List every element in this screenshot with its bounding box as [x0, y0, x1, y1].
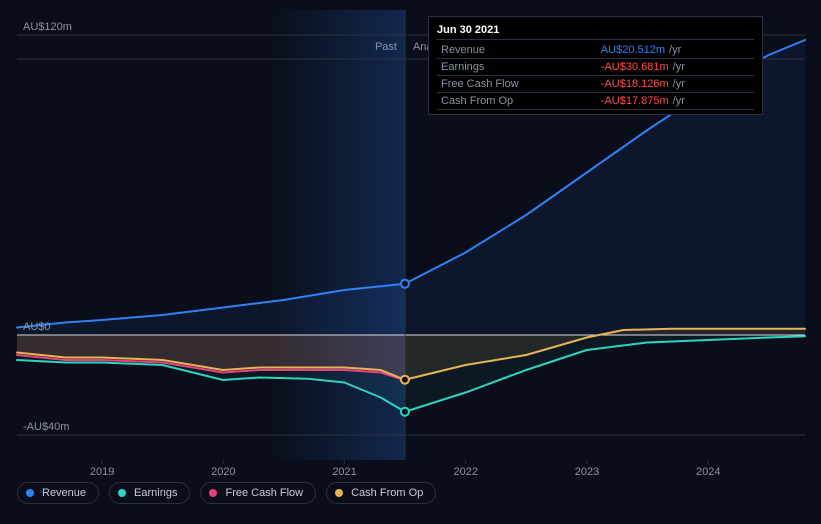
- legend-item-cfo[interactable]: Cash From Op: [326, 482, 436, 504]
- legend-item-earnings[interactable]: Earnings: [109, 482, 190, 504]
- legend-label: Free Cash Flow: [225, 487, 303, 499]
- legend-item-revenue[interactable]: Revenue: [17, 482, 99, 504]
- legend-label: Revenue: [42, 487, 86, 499]
- financial-chart: AU$120m AU$0 -AU$40m 2019 2020 2021 2022…: [0, 0, 821, 524]
- y-axis-label: AU$120m: [23, 21, 72, 33]
- x-axis-label: 2019: [90, 466, 114, 478]
- legend-label: Earnings: [134, 487, 177, 499]
- legend-dot-icon: [118, 489, 126, 497]
- y-axis-label: -AU$40m: [23, 421, 69, 433]
- x-axis-label: 2020: [211, 466, 235, 478]
- legend-dot-icon: [335, 489, 343, 497]
- x-axis-label: 2024: [696, 466, 720, 478]
- x-axis-label: 2023: [575, 466, 599, 478]
- legend-label: Cash From Op: [351, 487, 423, 499]
- tooltip-date: Jun 30 2021: [437, 21, 754, 40]
- legend-item-fcf[interactable]: Free Cash Flow: [200, 482, 316, 504]
- legend-dot-icon: [209, 489, 217, 497]
- x-axis-label: 2022: [454, 466, 478, 478]
- chart-legend: Revenue Earnings Free Cash Flow Cash Fro…: [17, 482, 436, 504]
- tooltip-row-cfo: Cash From Op -AU$17.875m/yr: [437, 93, 754, 110]
- y-axis-label: AU$0: [23, 321, 51, 333]
- tooltip-row-earnings: Earnings -AU$30.681m/yr: [437, 59, 754, 76]
- tooltip-row-revenue: Revenue AU$20.512m/yr: [437, 42, 754, 59]
- past-section-label: Past: [375, 41, 397, 53]
- tooltip-row-fcf: Free Cash Flow -AU$18.126m/yr: [437, 76, 754, 93]
- data-tooltip: Jun 30 2021 Revenue AU$20.512m/yr Earnin…: [428, 16, 763, 115]
- legend-dot-icon: [26, 489, 34, 497]
- x-axis-label: 2021: [332, 466, 356, 478]
